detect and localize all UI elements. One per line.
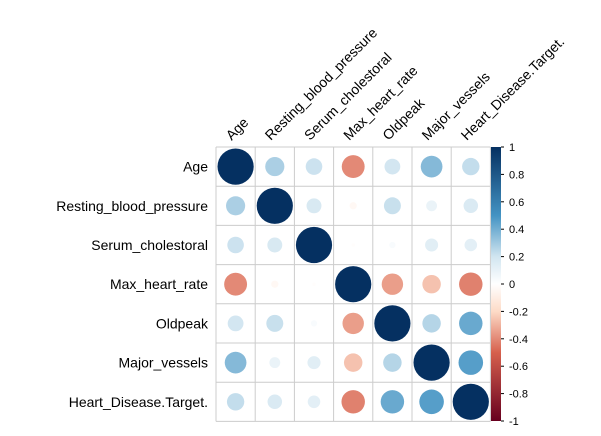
correlation-circle-6-4 — [380, 390, 405, 414]
correlation-circle-0-3 — [341, 155, 365, 179]
correlation-circle-6-1 — [267, 394, 283, 410]
correlation-circle-6-2 — [307, 395, 321, 409]
correlation-circle-2-5 — [425, 238, 439, 252]
colorbar-tick-label: -0.8 — [509, 389, 528, 401]
correlation-circle-1-4 — [383, 197, 401, 215]
colorbar-tick-label: -1 — [509, 416, 519, 428]
correlation-circle-2-0 — [227, 236, 244, 254]
correlation-circle-1-3 — [349, 202, 357, 210]
colorbar-tick-label: 0 — [509, 279, 515, 291]
column-label: Major_vessels — [418, 69, 493, 144]
correlation-circle-4-4 — [374, 305, 411, 342]
correlation-circle-5-3 — [343, 353, 363, 372]
correlation-circle-1-2 — [306, 198, 322, 214]
row-labels: Age Resting_blood_pressure Serum_cholestor… — [56, 159, 209, 410]
correlation-circle-0-0 — [217, 148, 254, 185]
correlation-circle-1-5 — [426, 200, 438, 212]
correlation-circle-4-3 — [342, 312, 364, 335]
correlation-circle-1-1 — [256, 187, 293, 224]
correlation-circle-5-6 — [458, 350, 484, 375]
correlation-circle-4-1 — [266, 314, 284, 332]
row-label: Resting_blood_pressure — [56, 198, 208, 214]
correlation-circle-3-5 — [422, 274, 441, 294]
row-label: Max_heart_rate — [110, 276, 208, 292]
correlation-circle-6-0 — [226, 393, 245, 411]
correlation-circle-4-0 — [227, 315, 244, 332]
correlation-circle-5-5 — [413, 344, 450, 381]
correlation-circle-3-6 — [459, 272, 483, 296]
colorbar-tick-label: 0.4 — [509, 224, 524, 236]
correlation-circle-6-5 — [419, 389, 444, 415]
correlation-circle-0-6 — [462, 157, 480, 176]
row-label: Serum_cholestoral — [91, 237, 208, 253]
correlation-circle-3-1 — [271, 280, 279, 288]
correlation-circle-3-4 — [381, 273, 404, 295]
colorbar-tick-label: 0.2 — [509, 252, 524, 264]
row-label: Age — [183, 159, 208, 175]
correlation-circle-5-0 — [224, 351, 247, 374]
correlation-circle-2-6 — [464, 238, 478, 252]
correlation-circle-2-4 — [389, 241, 396, 249]
column-label: Age — [222, 114, 251, 143]
colorbar-tick-label: 0.6 — [509, 197, 524, 209]
correlation-circle-0-1 — [265, 157, 285, 177]
row-label: Major_vessels — [119, 355, 208, 371]
column-labels: Age Resting_blood_pressureSerum_cholestor… — [222, 24, 567, 143]
correlation-circle-4-6 — [459, 311, 483, 336]
correlation-circle-6-6 — [452, 383, 489, 420]
correlation-circle-6-3 — [341, 390, 365, 414]
correlation-circle-1-0 — [226, 196, 246, 216]
colorbar-tick-label: 0.8 — [509, 169, 524, 181]
correlation-circle-2-2 — [295, 226, 333, 264]
circle-layer — [217, 148, 489, 420]
correlation-circle-5-4 — [383, 353, 402, 372]
correlation-circle-1-6 — [463, 198, 479, 214]
row-label: Heart_Disease.Target. — [69, 394, 208, 410]
colorbar-gradient — [491, 147, 501, 421]
colorbar-tick-label: -0.6 — [509, 361, 528, 373]
correlation-circle-4-5 — [422, 314, 441, 333]
correlation-circle-5-1 — [269, 357, 281, 369]
correlation-circle-3-2 — [312, 282, 316, 287]
correlation-circle-0-2 — [305, 158, 323, 175]
grid-layer — [215, 146, 491, 422]
correlation-circle-0-5 — [420, 155, 443, 178]
row-label: Oldpeak — [156, 315, 209, 331]
correlation-circle-4-2 — [310, 320, 318, 327]
correlation-circle-3-0 — [224, 272, 248, 296]
correlation-circle-2-3 — [351, 243, 356, 247]
correlation-circle-2-1 — [267, 237, 283, 253]
colorbar: 1 0.8 0.6 0.4 0.2 0 -0.2 -0.4 -0.6 -0.8 -1 — [491, 142, 528, 428]
colorbar-tick-label: -0.2 — [509, 306, 528, 318]
correlation-circle-0-4 — [384, 158, 401, 175]
colorbar-tick-label: 1 — [509, 142, 515, 154]
correlation-circle-3-3 — [335, 266, 372, 303]
colorbar-tick-label: -0.4 — [509, 334, 528, 346]
correlation-circle-5-2 — [307, 356, 321, 370]
